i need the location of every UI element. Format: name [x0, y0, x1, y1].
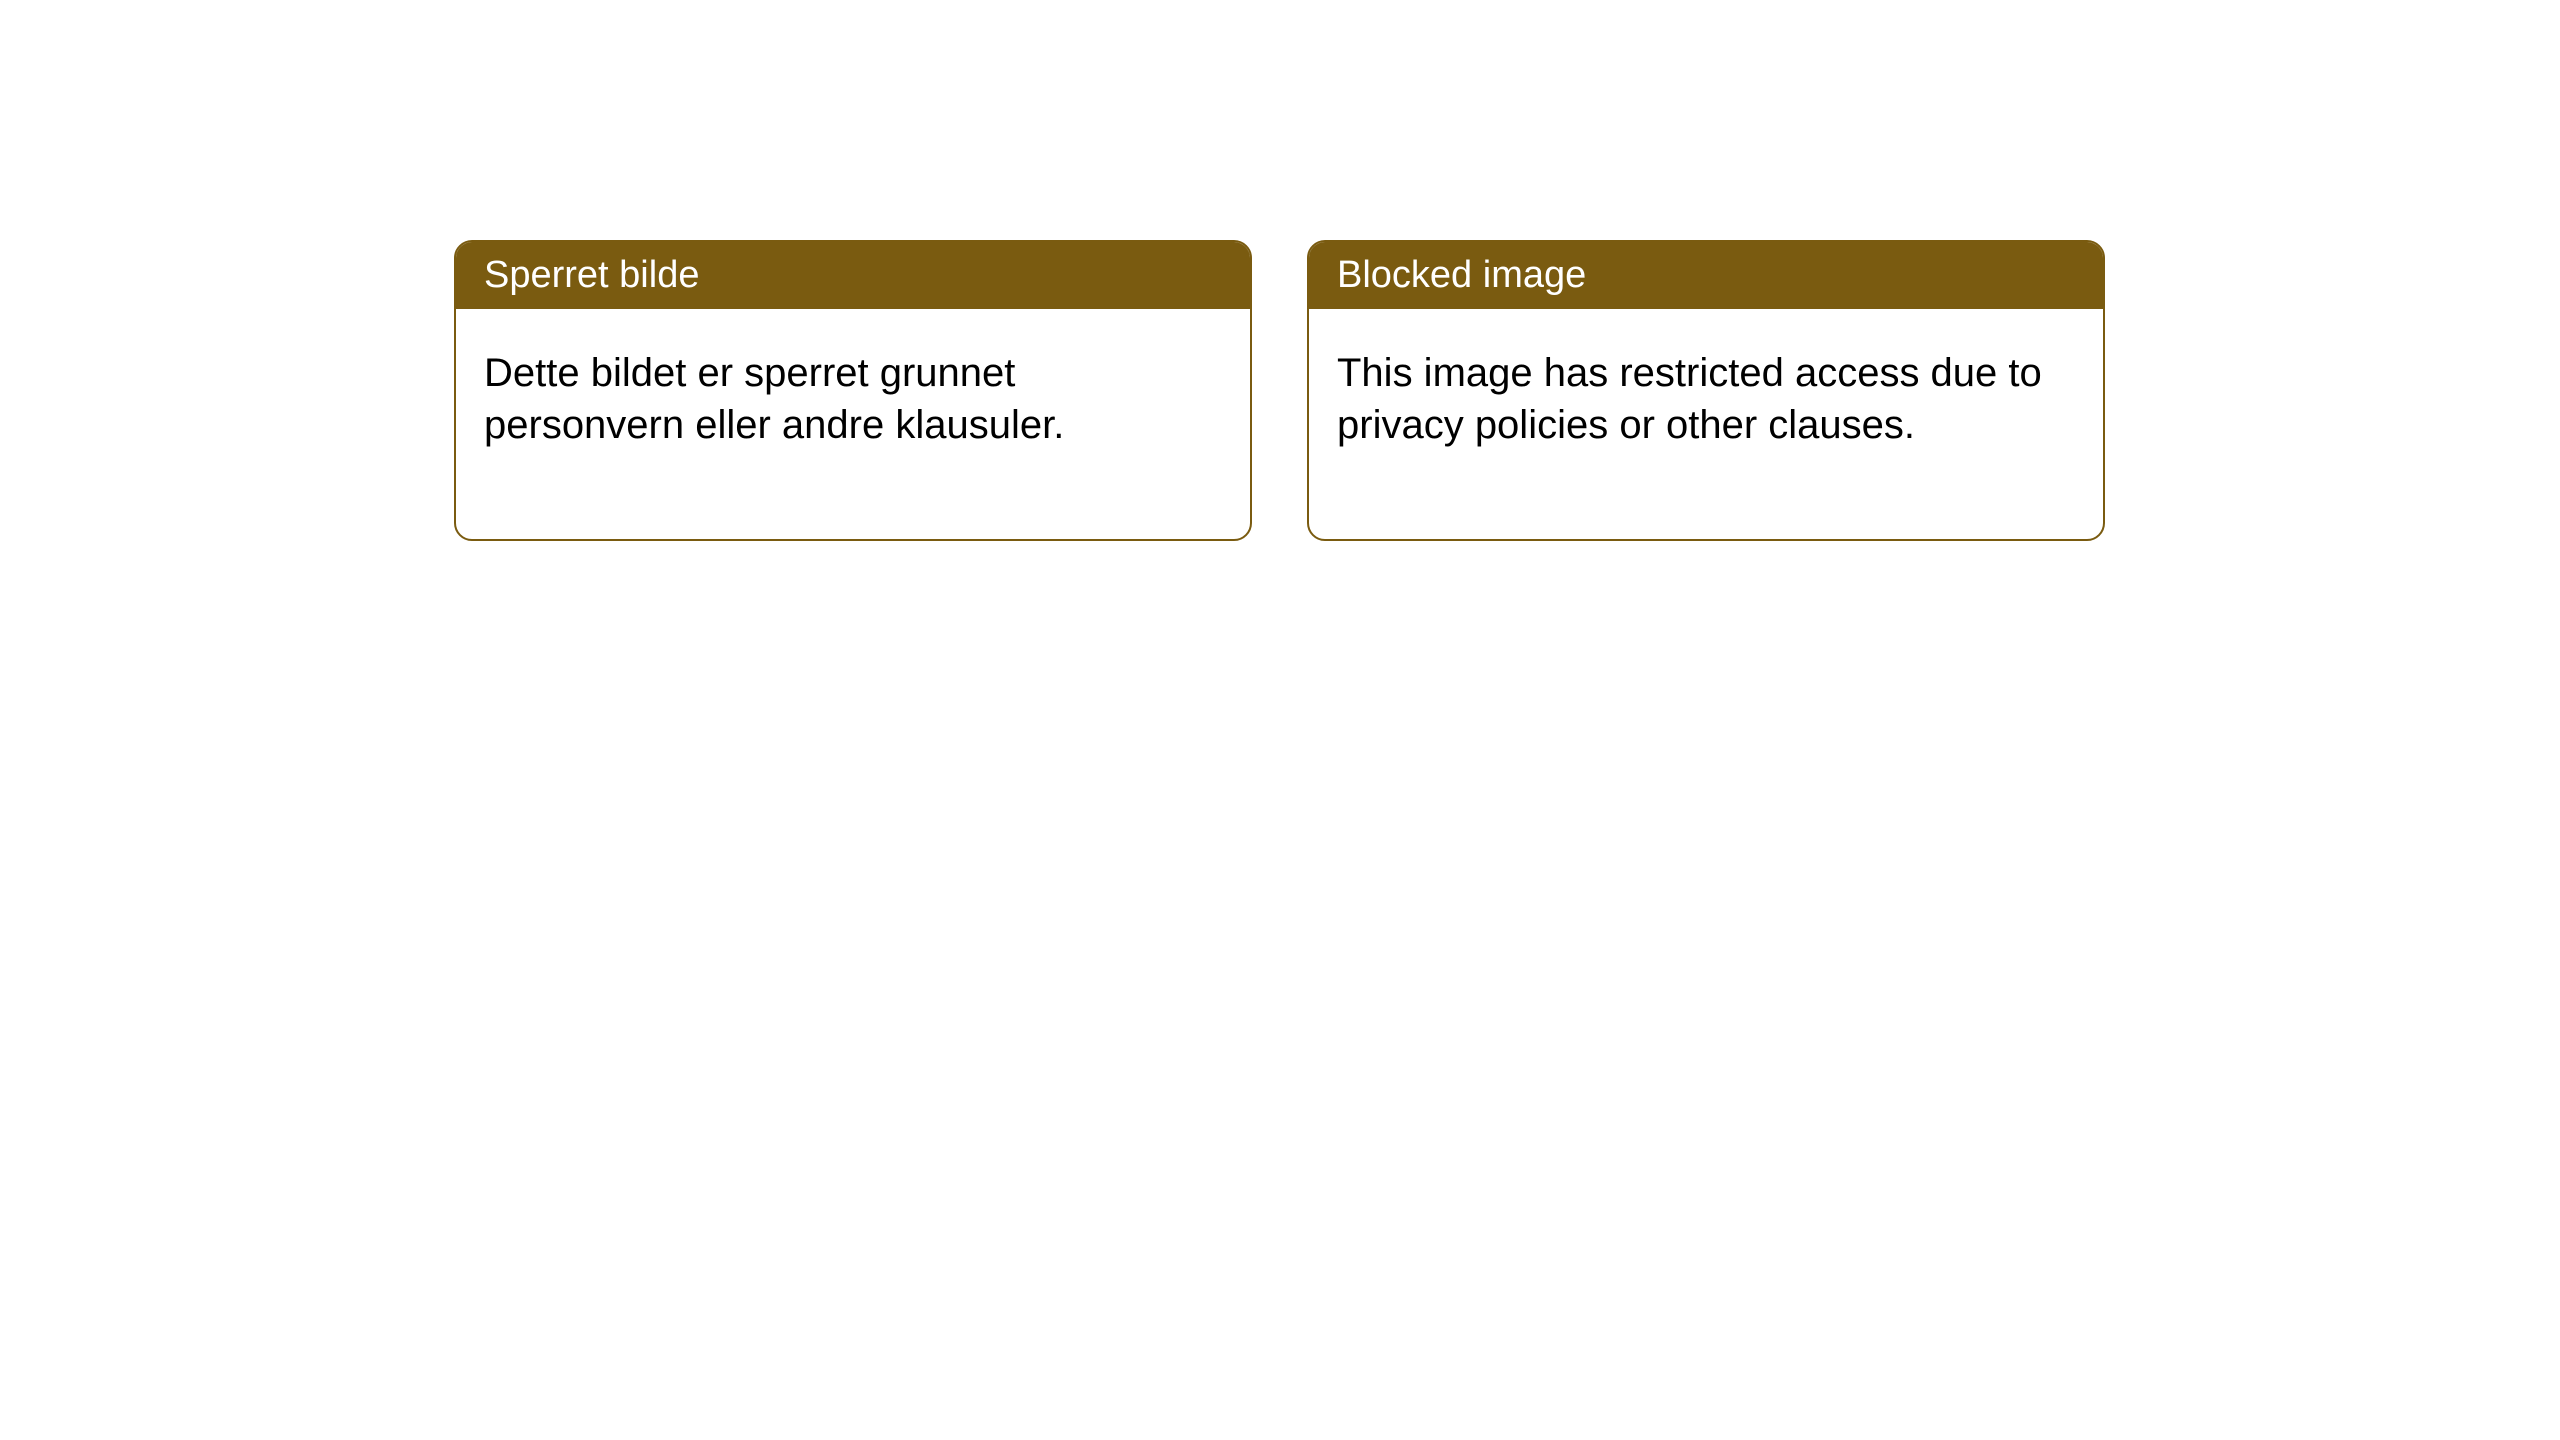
card-body-en: This image has restricted access due to …: [1309, 309, 2103, 539]
card-body-text-en: This image has restricted access due to …: [1337, 351, 2042, 447]
blocked-image-card-no: Sperret bilde Dette bildet er sperret gr…: [454, 240, 1252, 541]
card-header-no: Sperret bilde: [456, 242, 1250, 309]
card-title-en: Blocked image: [1337, 254, 1586, 296]
blocked-image-cards: Sperret bilde Dette bildet er sperret gr…: [454, 240, 2105, 541]
card-body-no: Dette bildet er sperret grunnet personve…: [456, 309, 1250, 539]
card-title-no: Sperret bilde: [484, 254, 699, 296]
card-body-text-no: Dette bildet er sperret grunnet personve…: [484, 351, 1064, 447]
blocked-image-card-en: Blocked image This image has restricted …: [1307, 240, 2105, 541]
card-header-en: Blocked image: [1309, 242, 2103, 309]
